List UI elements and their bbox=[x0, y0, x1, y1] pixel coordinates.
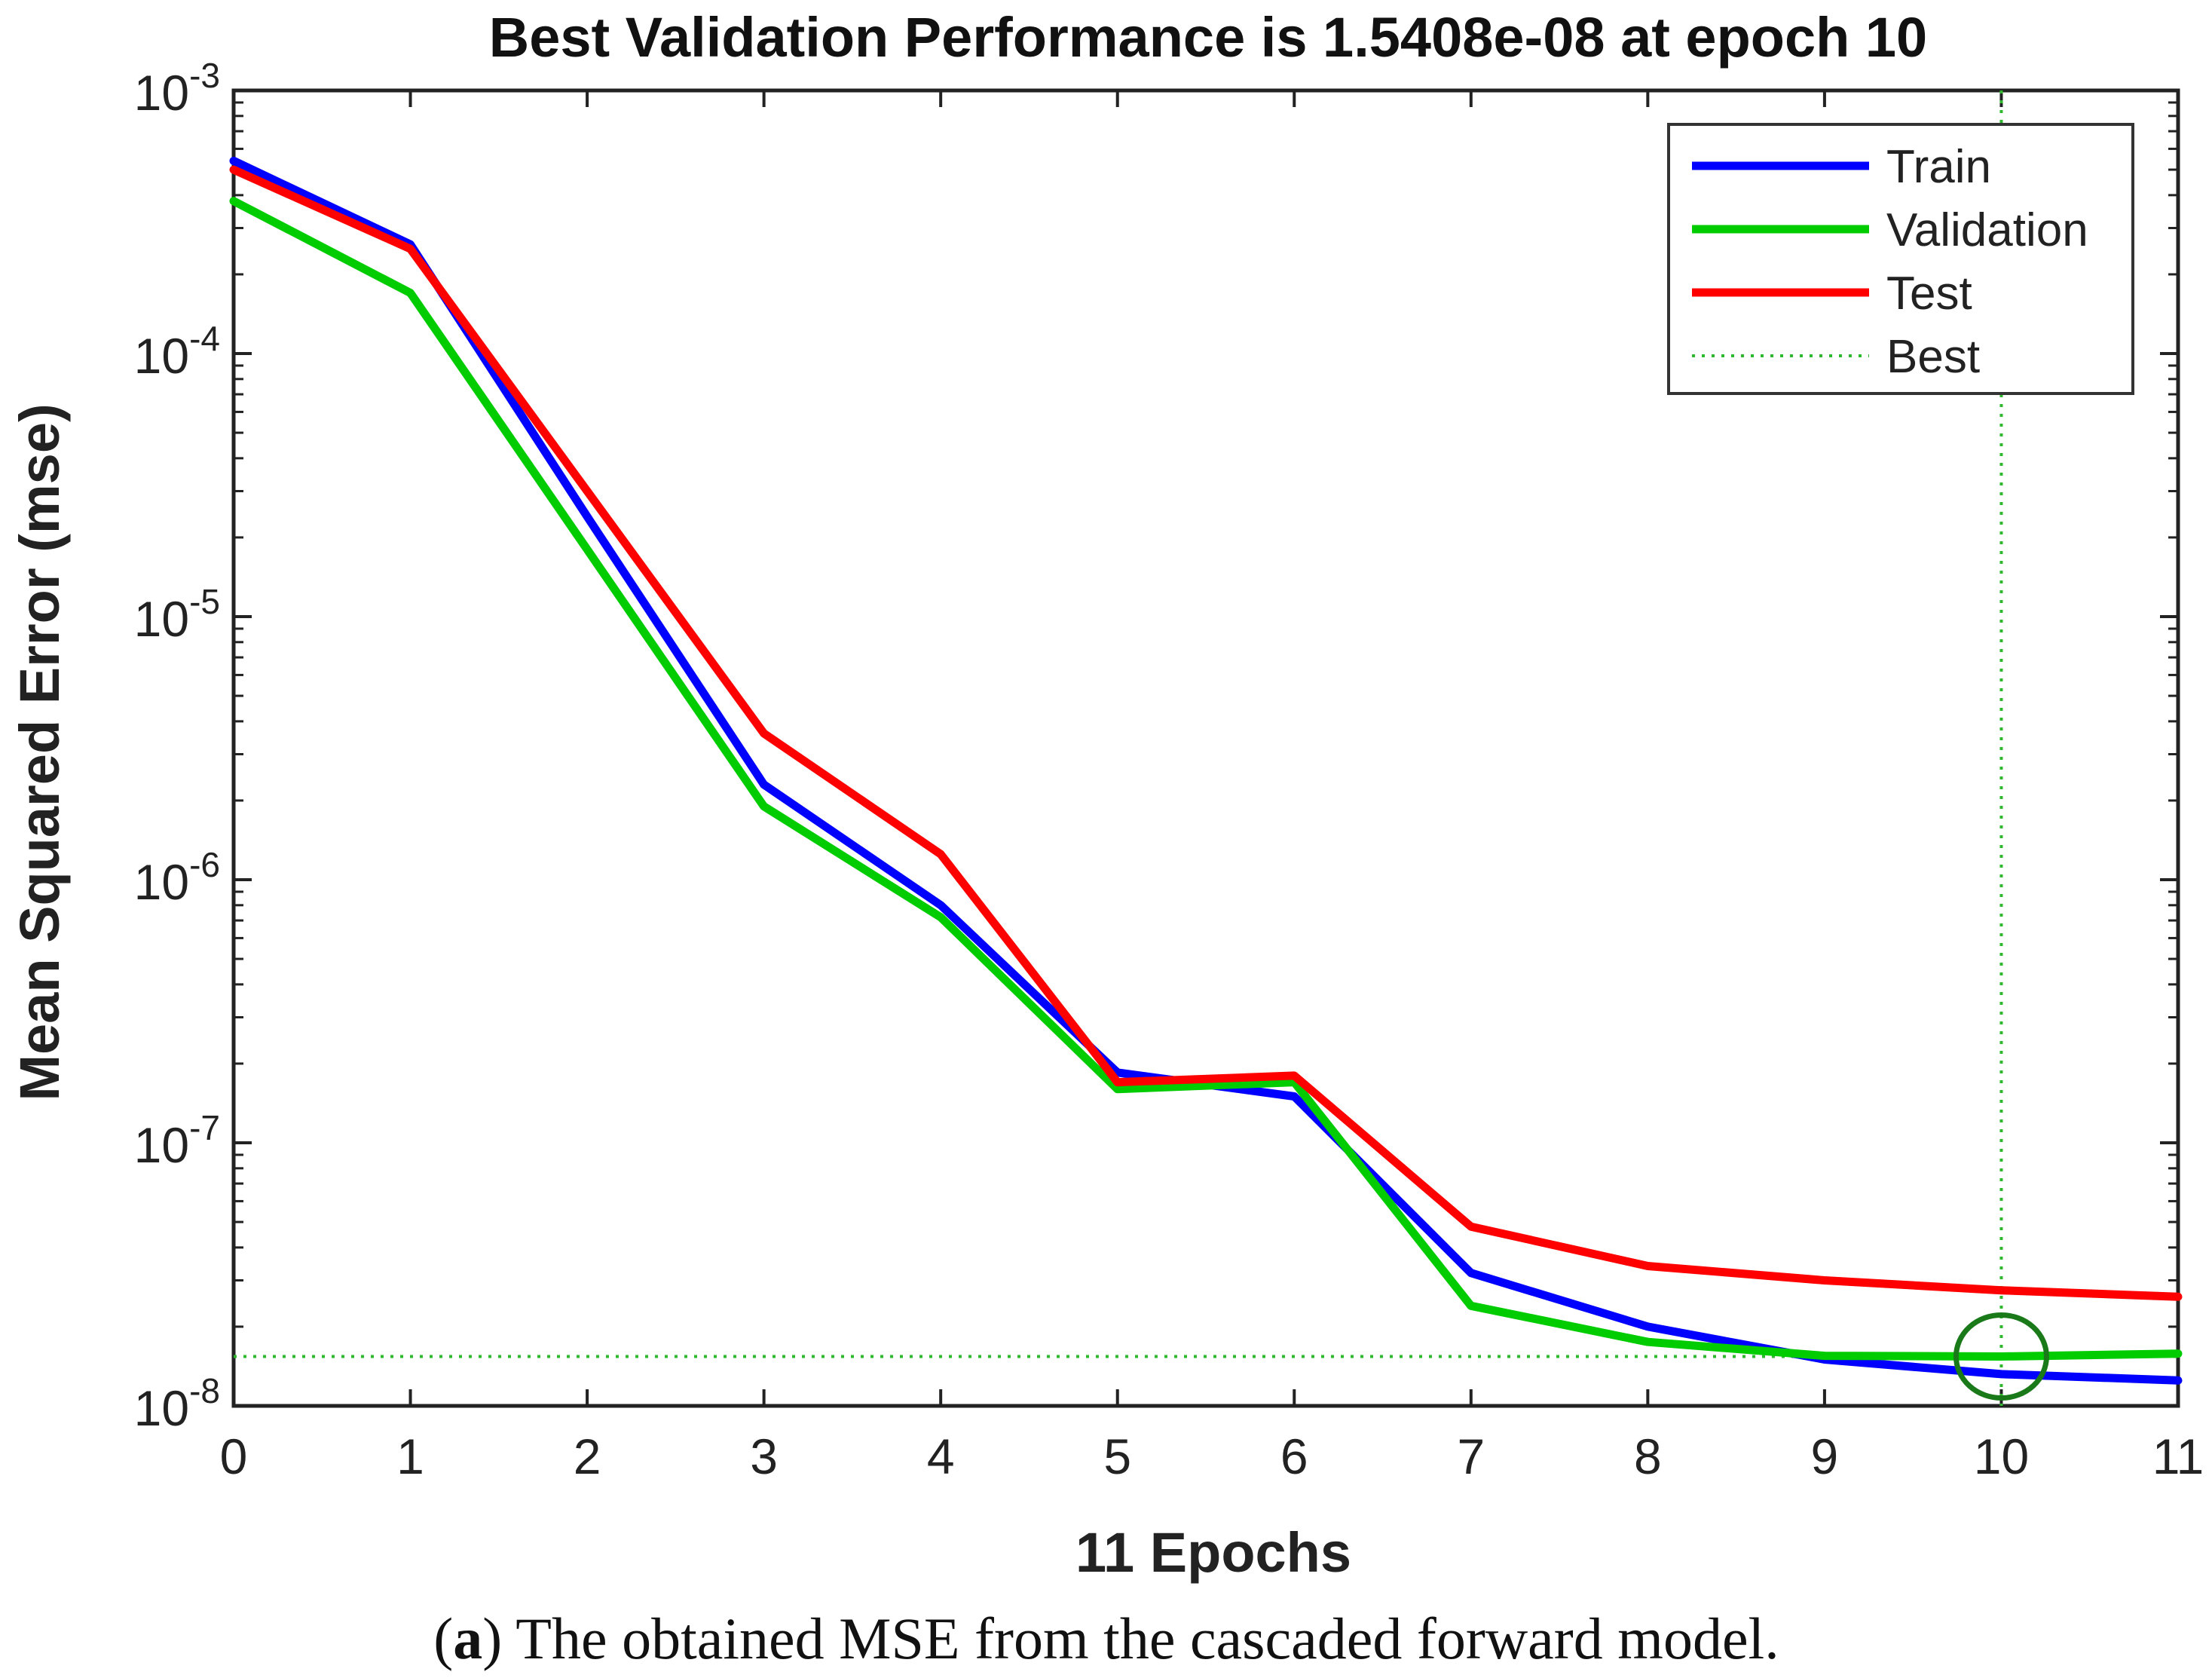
x-tick-label: 6 bbox=[1280, 1428, 1308, 1484]
legend-label-train: Train bbox=[1886, 141, 1991, 193]
x-tick-label: 1 bbox=[396, 1428, 424, 1484]
x-tick-label: 9 bbox=[1811, 1428, 1839, 1484]
legend: Train Validation Test Best bbox=[1667, 123, 2134, 395]
series-line-test bbox=[229, 165, 2183, 1301]
series-layer bbox=[229, 156, 2183, 1401]
x-axis-label: 11 Epochs bbox=[1075, 1521, 1351, 1584]
legend-label-test: Test bbox=[1886, 268, 1972, 320]
legend-label-best: Best bbox=[1886, 331, 1980, 383]
x-tick-label: 7 bbox=[1457, 1428, 1485, 1484]
y-tick-label: 10-5 bbox=[134, 582, 220, 647]
best-marker-layer bbox=[234, 90, 2178, 1406]
series-line-validation bbox=[229, 197, 2183, 1361]
plot-area-frame bbox=[231, 88, 2180, 1408]
x-tick-label: 4 bbox=[927, 1428, 955, 1484]
y-tick-label: 10-4 bbox=[134, 319, 220, 384]
tick-layer: 0 1 2 3 4 5 6 7 8 9 10 11 10-3 10-4 10-5 10-6 10-7 10-8 bbox=[134, 56, 2204, 1484]
x-tick-label: 10 bbox=[1974, 1428, 2029, 1484]
legend-entries: Train Validation Test Best bbox=[1692, 141, 2088, 383]
x-tick-label: 0 bbox=[220, 1428, 248, 1484]
x-tick-label: 2 bbox=[574, 1428, 601, 1484]
x-tick-label: 5 bbox=[1103, 1428, 1131, 1484]
y-tick-label: 10-6 bbox=[134, 845, 220, 910]
y-tick-label: 10-3 bbox=[134, 56, 220, 121]
x-tick-label: 8 bbox=[1634, 1428, 1662, 1484]
y-axis-label: Mean Squared Error (mse) bbox=[8, 403, 71, 1101]
legend-label-validation: Validation bbox=[1886, 204, 2088, 256]
best-point-marker bbox=[1953, 1312, 2049, 1401]
x-tick-label: 11 bbox=[2152, 1428, 2204, 1484]
y-tick-label: 10-8 bbox=[134, 1371, 220, 1436]
y-tick-label: 10-7 bbox=[134, 1108, 220, 1173]
caption-prefix: ( bbox=[433, 1606, 453, 1671]
caption-letter: a bbox=[453, 1606, 482, 1671]
caption-text: ) The obtained MSE from the cascaded for… bbox=[482, 1606, 1779, 1671]
x-tick-label: 3 bbox=[750, 1428, 778, 1484]
figure-caption: (a) The obtained MSE from the cascaded f… bbox=[433, 1606, 1779, 1671]
chart-title: Best Validation Performance is 1.5408e-0… bbox=[489, 6, 1927, 69]
